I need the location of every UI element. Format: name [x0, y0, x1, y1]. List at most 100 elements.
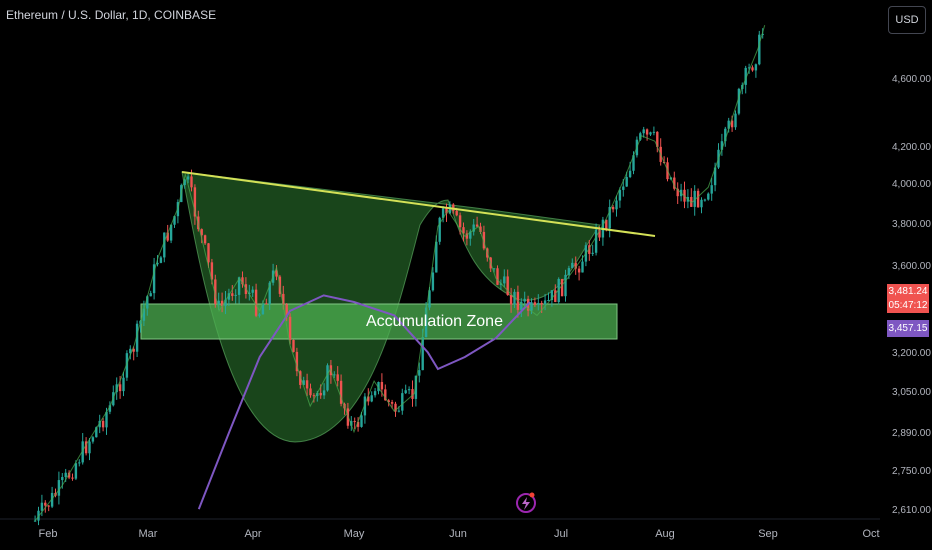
- x-tick-label: Aug: [655, 528, 675, 540]
- candle-body: [33, 520, 37, 522]
- candle-body: [251, 289, 254, 293]
- candle-body: [285, 304, 288, 317]
- candle-body: [224, 299, 227, 307]
- candle-body: [441, 208, 445, 218]
- candle-body: [530, 302, 533, 311]
- candle-body: [557, 278, 560, 303]
- candle-body: [581, 261, 584, 273]
- candle-body: [322, 390, 326, 396]
- candle-body: [268, 282, 271, 305]
- candle-body: [465, 233, 469, 239]
- candle-body: [615, 200, 618, 210]
- candle-body: [227, 293, 231, 300]
- candle-body: [475, 224, 479, 227]
- candle-body: [142, 308, 146, 321]
- candle-body: [210, 262, 214, 280]
- candle-body: [438, 217, 441, 242]
- y-tick-label: 3,600.00: [892, 261, 931, 272]
- candle-body: [676, 188, 679, 197]
- candle-body: [336, 374, 339, 381]
- candle-body: [458, 215, 462, 228]
- candle-body: [105, 411, 108, 428]
- candle-body: [397, 410, 401, 412]
- candle-body: [47, 505, 50, 507]
- candle-body: [200, 229, 203, 236]
- candle-body: [424, 307, 428, 338]
- candle-body: [146, 296, 149, 309]
- candle-body: [373, 391, 377, 396]
- candle-body: [88, 441, 91, 454]
- candle-body: [758, 34, 761, 65]
- candle-body: [462, 227, 465, 234]
- candle-body: [261, 303, 265, 315]
- candle-body: [57, 480, 61, 496]
- candle-body: [696, 190, 700, 208]
- candle-body: [292, 339, 295, 352]
- candle-body: [384, 389, 387, 401]
- candle-body: [418, 370, 421, 376]
- candle-body: [299, 371, 302, 385]
- x-tick-label: Mar: [138, 528, 158, 540]
- candle-body: [550, 290, 554, 301]
- candle-body: [309, 388, 312, 396]
- accumulation-zone-label: Accumulation Zone: [366, 313, 503, 330]
- candle-body: [193, 187, 197, 217]
- lightning-event-icon[interactable]: [516, 492, 536, 513]
- candle-body: [132, 348, 135, 352]
- candle-body: [231, 293, 234, 296]
- x-tick-label: Apr: [244, 528, 262, 540]
- candle-body: [618, 189, 622, 201]
- candle-body: [605, 219, 608, 229]
- candle-body: [356, 421, 360, 427]
- x-tick-label: May: [343, 528, 365, 540]
- y-tick-label: 3,050.00: [892, 387, 931, 398]
- candle-body: [108, 405, 112, 412]
- y-tick-label: 3,200.00: [892, 348, 931, 359]
- candle-body: [305, 380, 309, 389]
- candle-body: [591, 252, 594, 254]
- candle-body: [700, 199, 703, 208]
- candle-body: [234, 294, 237, 296]
- candle-body: [652, 131, 656, 133]
- candle-body: [707, 193, 710, 200]
- candle-body: [421, 337, 424, 371]
- candle-body: [520, 301, 523, 310]
- y-tick-label: 3,800.00: [892, 219, 931, 230]
- candle-body: [554, 290, 557, 303]
- candle-body: [509, 295, 513, 305]
- candle-body: [394, 403, 397, 412]
- candle-body: [377, 382, 380, 392]
- candle-body: [632, 155, 635, 171]
- candle-body: [207, 243, 210, 263]
- candle-body: [152, 264, 156, 294]
- symbol-title: Ethereum / U.S. Dollar, 1D, COINBASE: [6, 8, 217, 22]
- last-price-badge: 3,481.24: [887, 284, 929, 299]
- candle-body: [339, 380, 343, 404]
- candle-body: [567, 268, 571, 275]
- candle-body: [353, 421, 356, 423]
- candle-body: [282, 293, 285, 305]
- candle-body: [710, 185, 713, 194]
- candle-body: [547, 300, 550, 302]
- candle-body: [564, 274, 567, 297]
- y-tick-label: 4,600.00: [892, 74, 931, 85]
- candle-body: [71, 477, 74, 479]
- candle-body: [472, 224, 475, 232]
- candle-body: [639, 133, 642, 140]
- candle-body: [611, 207, 615, 210]
- candle-body: [95, 427, 98, 438]
- candle-body: [608, 207, 611, 229]
- currency-button[interactable]: USD: [888, 6, 926, 34]
- candle-body: [118, 384, 122, 392]
- candle-body: [411, 389, 414, 399]
- candle-body: [747, 67, 751, 69]
- candle-body: [241, 277, 244, 285]
- candle-body: [445, 208, 448, 214]
- candle-body: [122, 377, 125, 392]
- candle-body: [649, 132, 652, 135]
- y-tick-label: 2,890.00: [892, 428, 931, 439]
- candle-body: [367, 396, 370, 402]
- candle-body: [302, 380, 305, 385]
- candle-body: [628, 170, 632, 178]
- candle-body: [455, 210, 458, 216]
